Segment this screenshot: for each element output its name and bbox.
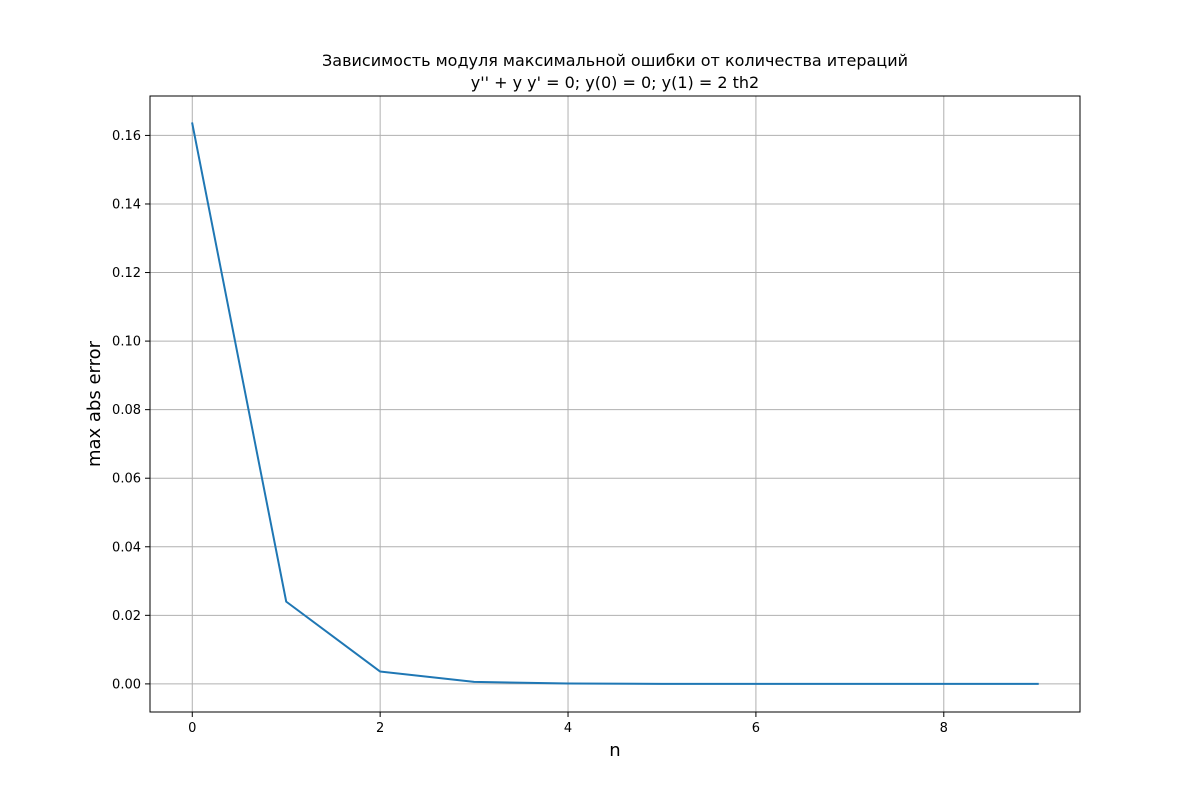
y-tick-label: 0.00 <box>112 677 141 692</box>
chart-title: Зависимость модуля максимальной ошибки о… <box>322 51 908 70</box>
axis-ticks: 0 2 4 6 8 0.00 0.02 0.04 0.06 0.08 0.10 0.12 0.14 0.1… <box>112 129 948 736</box>
y-tick-label: 0.16 <box>112 129 141 144</box>
y-tick-label: 0.10 <box>112 335 141 350</box>
x-tick-label: 4 <box>564 721 572 736</box>
x-axis-label: n <box>609 740 620 761</box>
chart-subtitle: y'' + y y' = 0; y(0) = 0; y(1) = 2 th2 <box>471 73 759 92</box>
y-tick-label: 0.12 <box>112 266 141 281</box>
x-tick-label: 0 <box>188 721 196 736</box>
series-line <box>191 122 1039 685</box>
series <box>191 122 1039 685</box>
y-tick-label: 0.04 <box>112 540 141 555</box>
x-tick-label: 8 <box>940 721 948 736</box>
y-tick-label: 0.06 <box>112 472 141 487</box>
x-tick-label: 2 <box>376 721 384 736</box>
x-tick-label: 6 <box>752 721 760 736</box>
y-tick-label: 0.14 <box>112 197 141 212</box>
plot-frame <box>149 95 1081 713</box>
y-tick-label: 0.02 <box>112 609 141 624</box>
y-tick-label: 0.08 <box>112 403 141 418</box>
y-axis-label: max abs error <box>84 340 105 467</box>
